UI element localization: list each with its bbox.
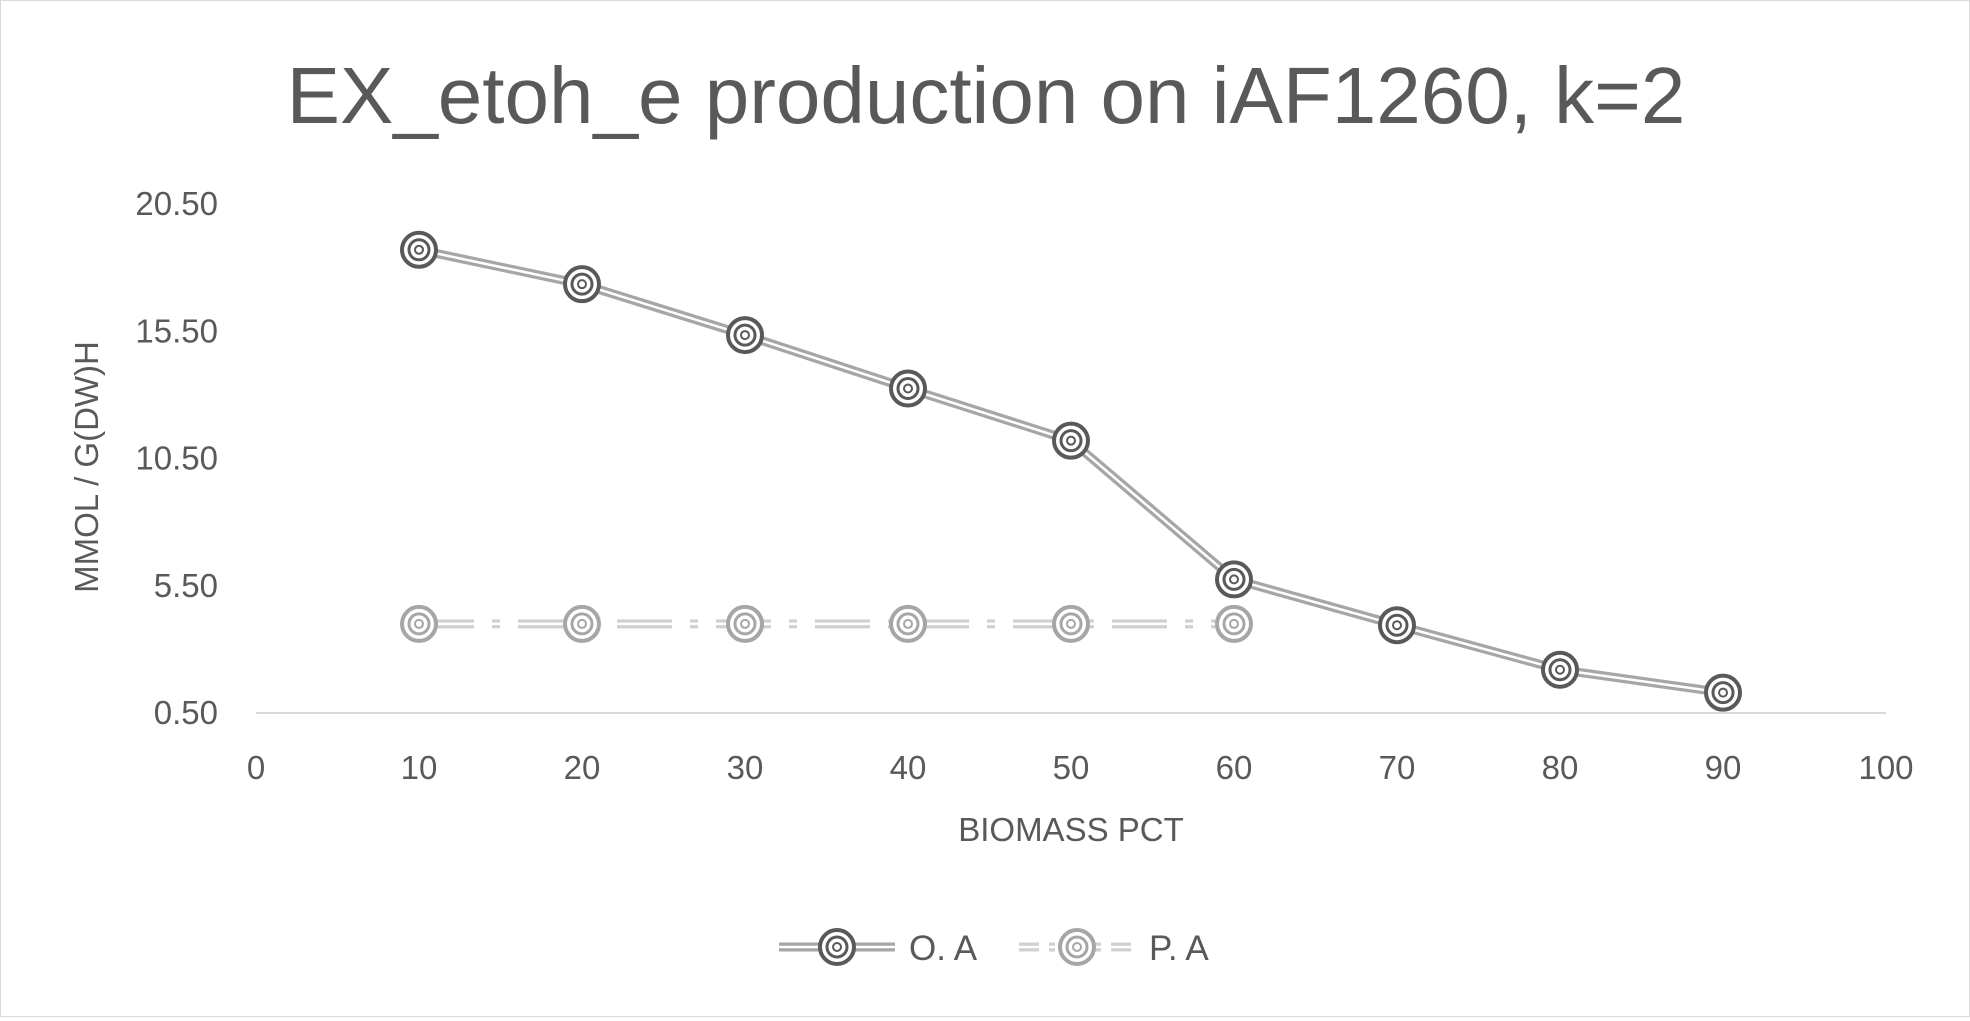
legend-marker xyxy=(1058,928,1096,966)
data-point-series-1-inner-ring xyxy=(407,612,431,636)
legend-marker xyxy=(818,928,856,966)
legend-item: O. A xyxy=(779,928,978,968)
x-tick-label: 90 xyxy=(1705,749,1742,786)
data-point-series-1 xyxy=(1052,604,1090,643)
legend-marker-inner-ring xyxy=(825,935,849,959)
data-point-series-0 xyxy=(889,369,927,408)
data-point-series-0-center xyxy=(903,383,913,394)
data-point-series-1-center xyxy=(1229,618,1239,629)
legend-marker-center xyxy=(832,942,842,952)
data-point-series-1-inner-ring xyxy=(1222,612,1246,636)
data-point-series-0 xyxy=(1378,606,1416,645)
data-point-series-0 xyxy=(400,230,438,269)
data-point-series-1-center xyxy=(903,618,913,629)
data-point-series-1-center xyxy=(1066,618,1076,629)
data-point-series-0-inner-ring xyxy=(570,272,594,296)
data-point-series-1-inner-ring xyxy=(896,612,920,636)
legend-marker-inner-ring xyxy=(1065,935,1089,959)
data-point-series-0-inner-ring xyxy=(896,377,920,401)
data-point-series-0-inner-ring xyxy=(1385,613,1409,637)
data-point-series-0 xyxy=(726,316,764,355)
legend-marker-center xyxy=(1072,942,1082,952)
data-point-series-1-center xyxy=(740,618,750,629)
data-point-series-1-inner-ring xyxy=(733,612,757,636)
data-point-series-1 xyxy=(563,604,601,643)
data-point-series-0-center xyxy=(1229,574,1239,585)
data-point-series-0-inner-ring xyxy=(407,238,431,262)
y-tick-label: 5.50 xyxy=(154,567,218,604)
data-point-series-0-inner-ring xyxy=(733,323,757,347)
legend-label: O. A xyxy=(909,929,978,968)
data-point-series-1-center xyxy=(414,618,424,629)
x-tick-label: 0 xyxy=(247,749,265,786)
x-tick-label: 80 xyxy=(1542,749,1579,786)
data-point-series-0 xyxy=(1215,560,1253,599)
legend: O. A P. A xyxy=(779,928,1209,968)
x-axis-label: BIOMASS PCT xyxy=(958,811,1184,848)
x-tick-label: 100 xyxy=(1858,749,1913,786)
data-point-series-0-center xyxy=(1718,687,1728,698)
data-point-series-0-center xyxy=(1555,664,1565,675)
y-axis-label: MMOL / G(DW)H xyxy=(68,341,105,593)
data-point-series-0-center xyxy=(414,244,424,255)
data-point-series-1 xyxy=(889,604,927,643)
data-point-series-0-center xyxy=(577,279,587,290)
data-point-series-1 xyxy=(726,604,764,643)
y-tick-label: 20.50 xyxy=(135,185,218,222)
data-point-series-0-center xyxy=(740,330,750,341)
data-point-series-1 xyxy=(400,604,438,643)
data-point-series-1-center xyxy=(577,618,587,629)
data-point-series-0-inner-ring xyxy=(1222,567,1246,591)
legend-label: P. A xyxy=(1149,929,1209,968)
legend-item: P. A xyxy=(1019,928,1209,968)
data-point-series-0-inner-ring xyxy=(1548,658,1572,682)
data-point-series-0 xyxy=(1052,421,1090,460)
data-point-series-1-inner-ring xyxy=(1059,612,1083,636)
x-tick-label: 60 xyxy=(1216,749,1253,786)
x-tick-label: 30 xyxy=(727,749,764,786)
y-tick-label: 0.50 xyxy=(154,694,218,731)
data-point-series-0 xyxy=(1704,673,1742,712)
y-tick-label: 10.50 xyxy=(135,440,218,477)
x-tick-label: 10 xyxy=(401,749,438,786)
plot-area: 0.50 5.50 10.50 15.50 20.50 0 10 20 30 40 50 60 70 80… xyxy=(135,185,1913,786)
data-point-series-1 xyxy=(1215,604,1253,643)
data-point-series-0-inner-ring xyxy=(1059,429,1083,453)
data-point-series-1-inner-ring xyxy=(570,612,594,636)
x-tick-label: 40 xyxy=(890,749,927,786)
x-tick-label: 20 xyxy=(564,749,601,786)
chart-title: EX_etoh_e production on iAF1260, k=2 xyxy=(287,51,1686,140)
x-tick-label: 70 xyxy=(1379,749,1416,786)
data-point-series-0-center xyxy=(1066,435,1076,446)
x-tick-label: 50 xyxy=(1053,749,1090,786)
data-point-series-0-inner-ring xyxy=(1711,681,1735,705)
data-point-series-0-center xyxy=(1392,620,1402,631)
y-tick-label: 15.50 xyxy=(135,312,218,349)
data-point-series-0 xyxy=(1541,650,1579,689)
data-point-series-0 xyxy=(563,265,601,304)
